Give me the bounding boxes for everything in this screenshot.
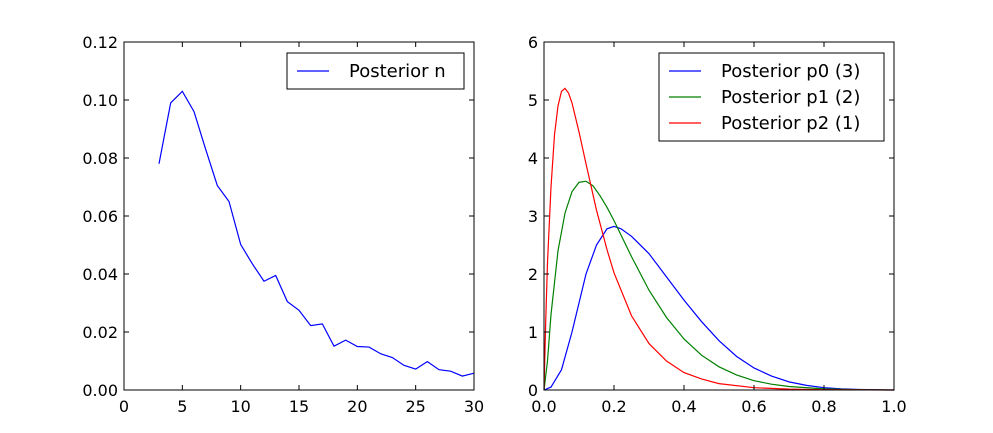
x-tick-label: 20	[347, 397, 367, 416]
x-tick-label: 25	[405, 397, 425, 416]
axes-frame	[123, 41, 475, 391]
y-tick-label: 4	[528, 149, 538, 168]
x-tick-label: 30	[464, 397, 484, 416]
series-line-0-0	[158, 90, 475, 377]
x-tick-label: 5	[177, 397, 187, 416]
legend-entry-label: Posterior n	[349, 61, 446, 82]
series-line-1-1	[543, 180, 895, 391]
y-tick-label: 0.12	[82, 33, 118, 52]
legend-entry-label: Posterior p1 (2)	[721, 87, 860, 108]
y-tick-label: 5	[528, 91, 538, 110]
series-line-1-2	[543, 87, 895, 391]
x-tick-label: 15	[289, 397, 309, 416]
x-tick-label: 1.0	[881, 397, 906, 416]
y-tick-label: 0.02	[82, 323, 118, 342]
x-tick-label: 10	[230, 397, 250, 416]
y-tick-label: 0.00	[82, 381, 118, 400]
x-tick-label: 0.0	[531, 397, 556, 416]
y-tick-label: 0.08	[82, 149, 118, 168]
y-tick-label: 1	[528, 323, 538, 342]
y-tick-label: 2	[528, 265, 538, 284]
right-chart-panel: 0.0 0.2 0.4 0.6 0.8 1.0 0 1 2 3 4 5 6 Posterior p0 (3…	[528, 33, 907, 416]
legend: Posterior p0 (3) Posterior p1 (2) Posterio…	[658, 52, 885, 142]
y-tick-label: 0	[528, 381, 538, 400]
series-line-1-0	[543, 225, 895, 391]
legend-entry-label: Posterior p0 (3)	[721, 61, 860, 82]
y-tick-label: 6	[528, 33, 538, 52]
x-tick-label: 0.4	[671, 397, 696, 416]
x-tick-label: 0.6	[741, 397, 766, 416]
legend-entry-label: Posterior p2 (1)	[721, 113, 860, 134]
y-tick-label: 0.04	[82, 265, 118, 284]
y-tick-label: 0.10	[82, 91, 118, 110]
x-tick-label: 0.2	[601, 397, 626, 416]
left-chart-panel: 0 5 10 15 20 25 30 0.00 0.02 0.04 0.06 0.08 0.10 0.12…	[82, 33, 484, 416]
y-tick-label: 0.06	[82, 207, 118, 226]
x-tick-label: 0	[119, 397, 129, 416]
x-tick-label: 0.8	[811, 397, 836, 416]
y-tick-label: 3	[528, 207, 538, 226]
legend: Posterior n	[286, 52, 465, 90]
